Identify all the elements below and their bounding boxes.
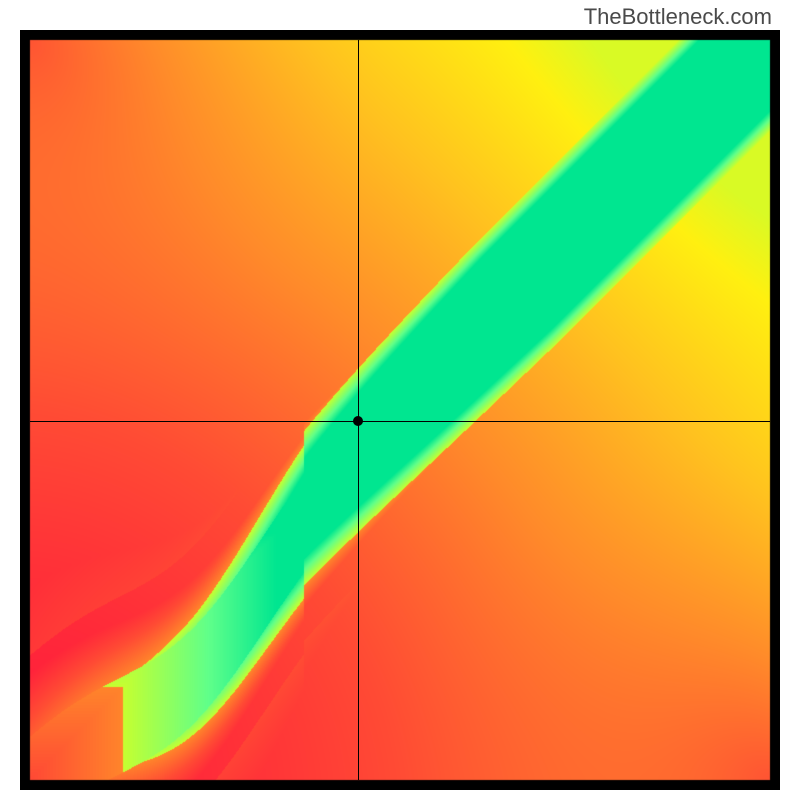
plot-area — [20, 30, 780, 790]
crosshair-vertical — [358, 40, 359, 780]
chart-container: TheBottleneck.com — [0, 0, 800, 800]
marker-dot — [353, 416, 363, 426]
heatmap-canvas — [20, 30, 780, 790]
crosshair-horizontal — [30, 421, 770, 422]
watermark-text: TheBottleneck.com — [584, 4, 772, 30]
